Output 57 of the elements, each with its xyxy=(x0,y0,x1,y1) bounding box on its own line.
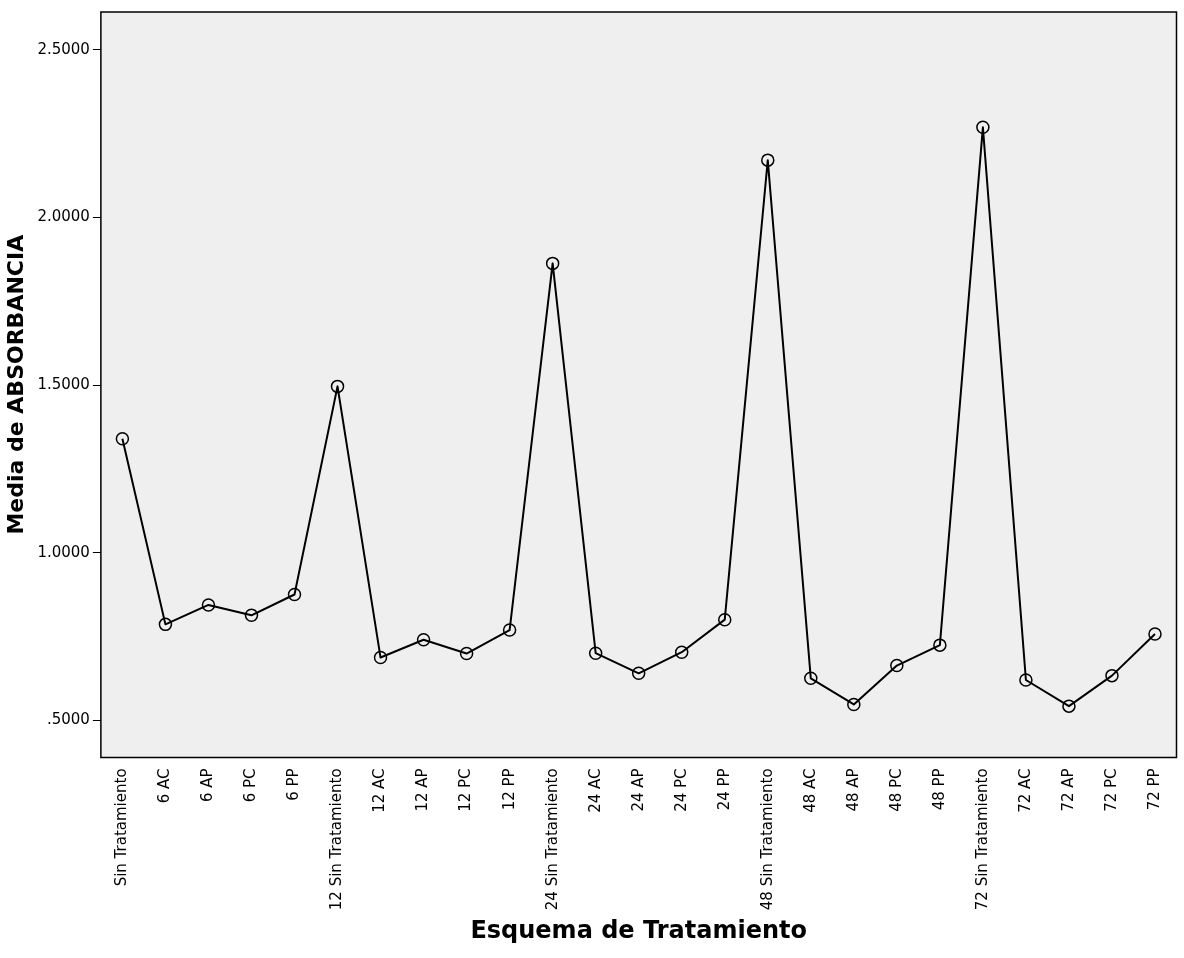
point xyxy=(976,120,990,135)
point xyxy=(201,598,216,612)
x-tick-label: 6 PC xyxy=(241,768,260,803)
point xyxy=(674,645,689,659)
point xyxy=(115,431,130,446)
x-tick-label: 48 AC xyxy=(800,768,819,813)
x-tick-label: 12 Sin Tratamiento xyxy=(327,768,346,911)
x-tick-label: 12 PC xyxy=(456,768,475,812)
x-tick-label: 12 PP xyxy=(499,768,518,811)
y-tick-label: 1.0000 xyxy=(37,542,90,561)
x-tick-label: 12 AC xyxy=(370,768,389,813)
x-tick-label: 48 PP xyxy=(929,768,948,811)
x-tick-label: Sin Tratamiento xyxy=(112,768,131,887)
point xyxy=(459,646,474,661)
x-tick-label: 24 PP xyxy=(714,768,733,811)
x-tick-label: 48 PC xyxy=(886,768,905,812)
y-tick-label: 1.5000 xyxy=(37,374,90,393)
point xyxy=(545,256,560,271)
point xyxy=(1062,699,1076,713)
point xyxy=(804,671,818,686)
x-tick-label: 12 AP xyxy=(413,768,432,812)
point xyxy=(588,646,603,660)
x-tick-label: 48 Sin Tratamiento xyxy=(757,768,776,911)
point xyxy=(933,638,947,652)
point xyxy=(287,587,302,602)
y-axis-title: Media de ABSORBANCIA xyxy=(2,234,28,535)
y-tick-label: 2.0000 xyxy=(37,207,90,226)
point xyxy=(330,379,345,394)
x-tick-label: 24 AC xyxy=(585,768,604,813)
point xyxy=(847,697,861,712)
x-tick-label: 6 AP xyxy=(198,768,217,803)
point xyxy=(631,666,646,681)
point xyxy=(1105,668,1119,683)
point xyxy=(717,612,732,627)
point xyxy=(761,153,775,167)
x-tick-label: 72 PP xyxy=(1144,768,1163,811)
x-tick-label: 72 Sin Tratamiento xyxy=(972,768,991,911)
point xyxy=(373,650,388,665)
x-tick-label: 24 AP xyxy=(628,768,647,812)
x-axis-title: Esquema de Tratamiento xyxy=(470,915,807,944)
point xyxy=(244,608,259,623)
point xyxy=(890,658,904,673)
y-tick-label: .5000 xyxy=(46,710,90,729)
y-tick-label: 2.5000 xyxy=(37,39,90,58)
x-tick-label: 24 Sin Tratamiento xyxy=(542,768,561,911)
point xyxy=(1019,673,1033,687)
point xyxy=(158,617,173,632)
x-tick-label: 6 AC xyxy=(155,768,174,804)
x-tick-label: 72 PC xyxy=(1101,768,1120,812)
x-tick-label: 72 AP xyxy=(1058,768,1077,812)
point xyxy=(502,623,517,637)
point xyxy=(416,633,431,647)
x-tick-label: 48 AP xyxy=(843,768,862,812)
x-tick-label: 72 AC xyxy=(1015,768,1034,813)
x-tick-label: 6 PP xyxy=(284,768,303,801)
x-tick-label: 24 PC xyxy=(671,768,690,812)
point xyxy=(1148,627,1162,641)
